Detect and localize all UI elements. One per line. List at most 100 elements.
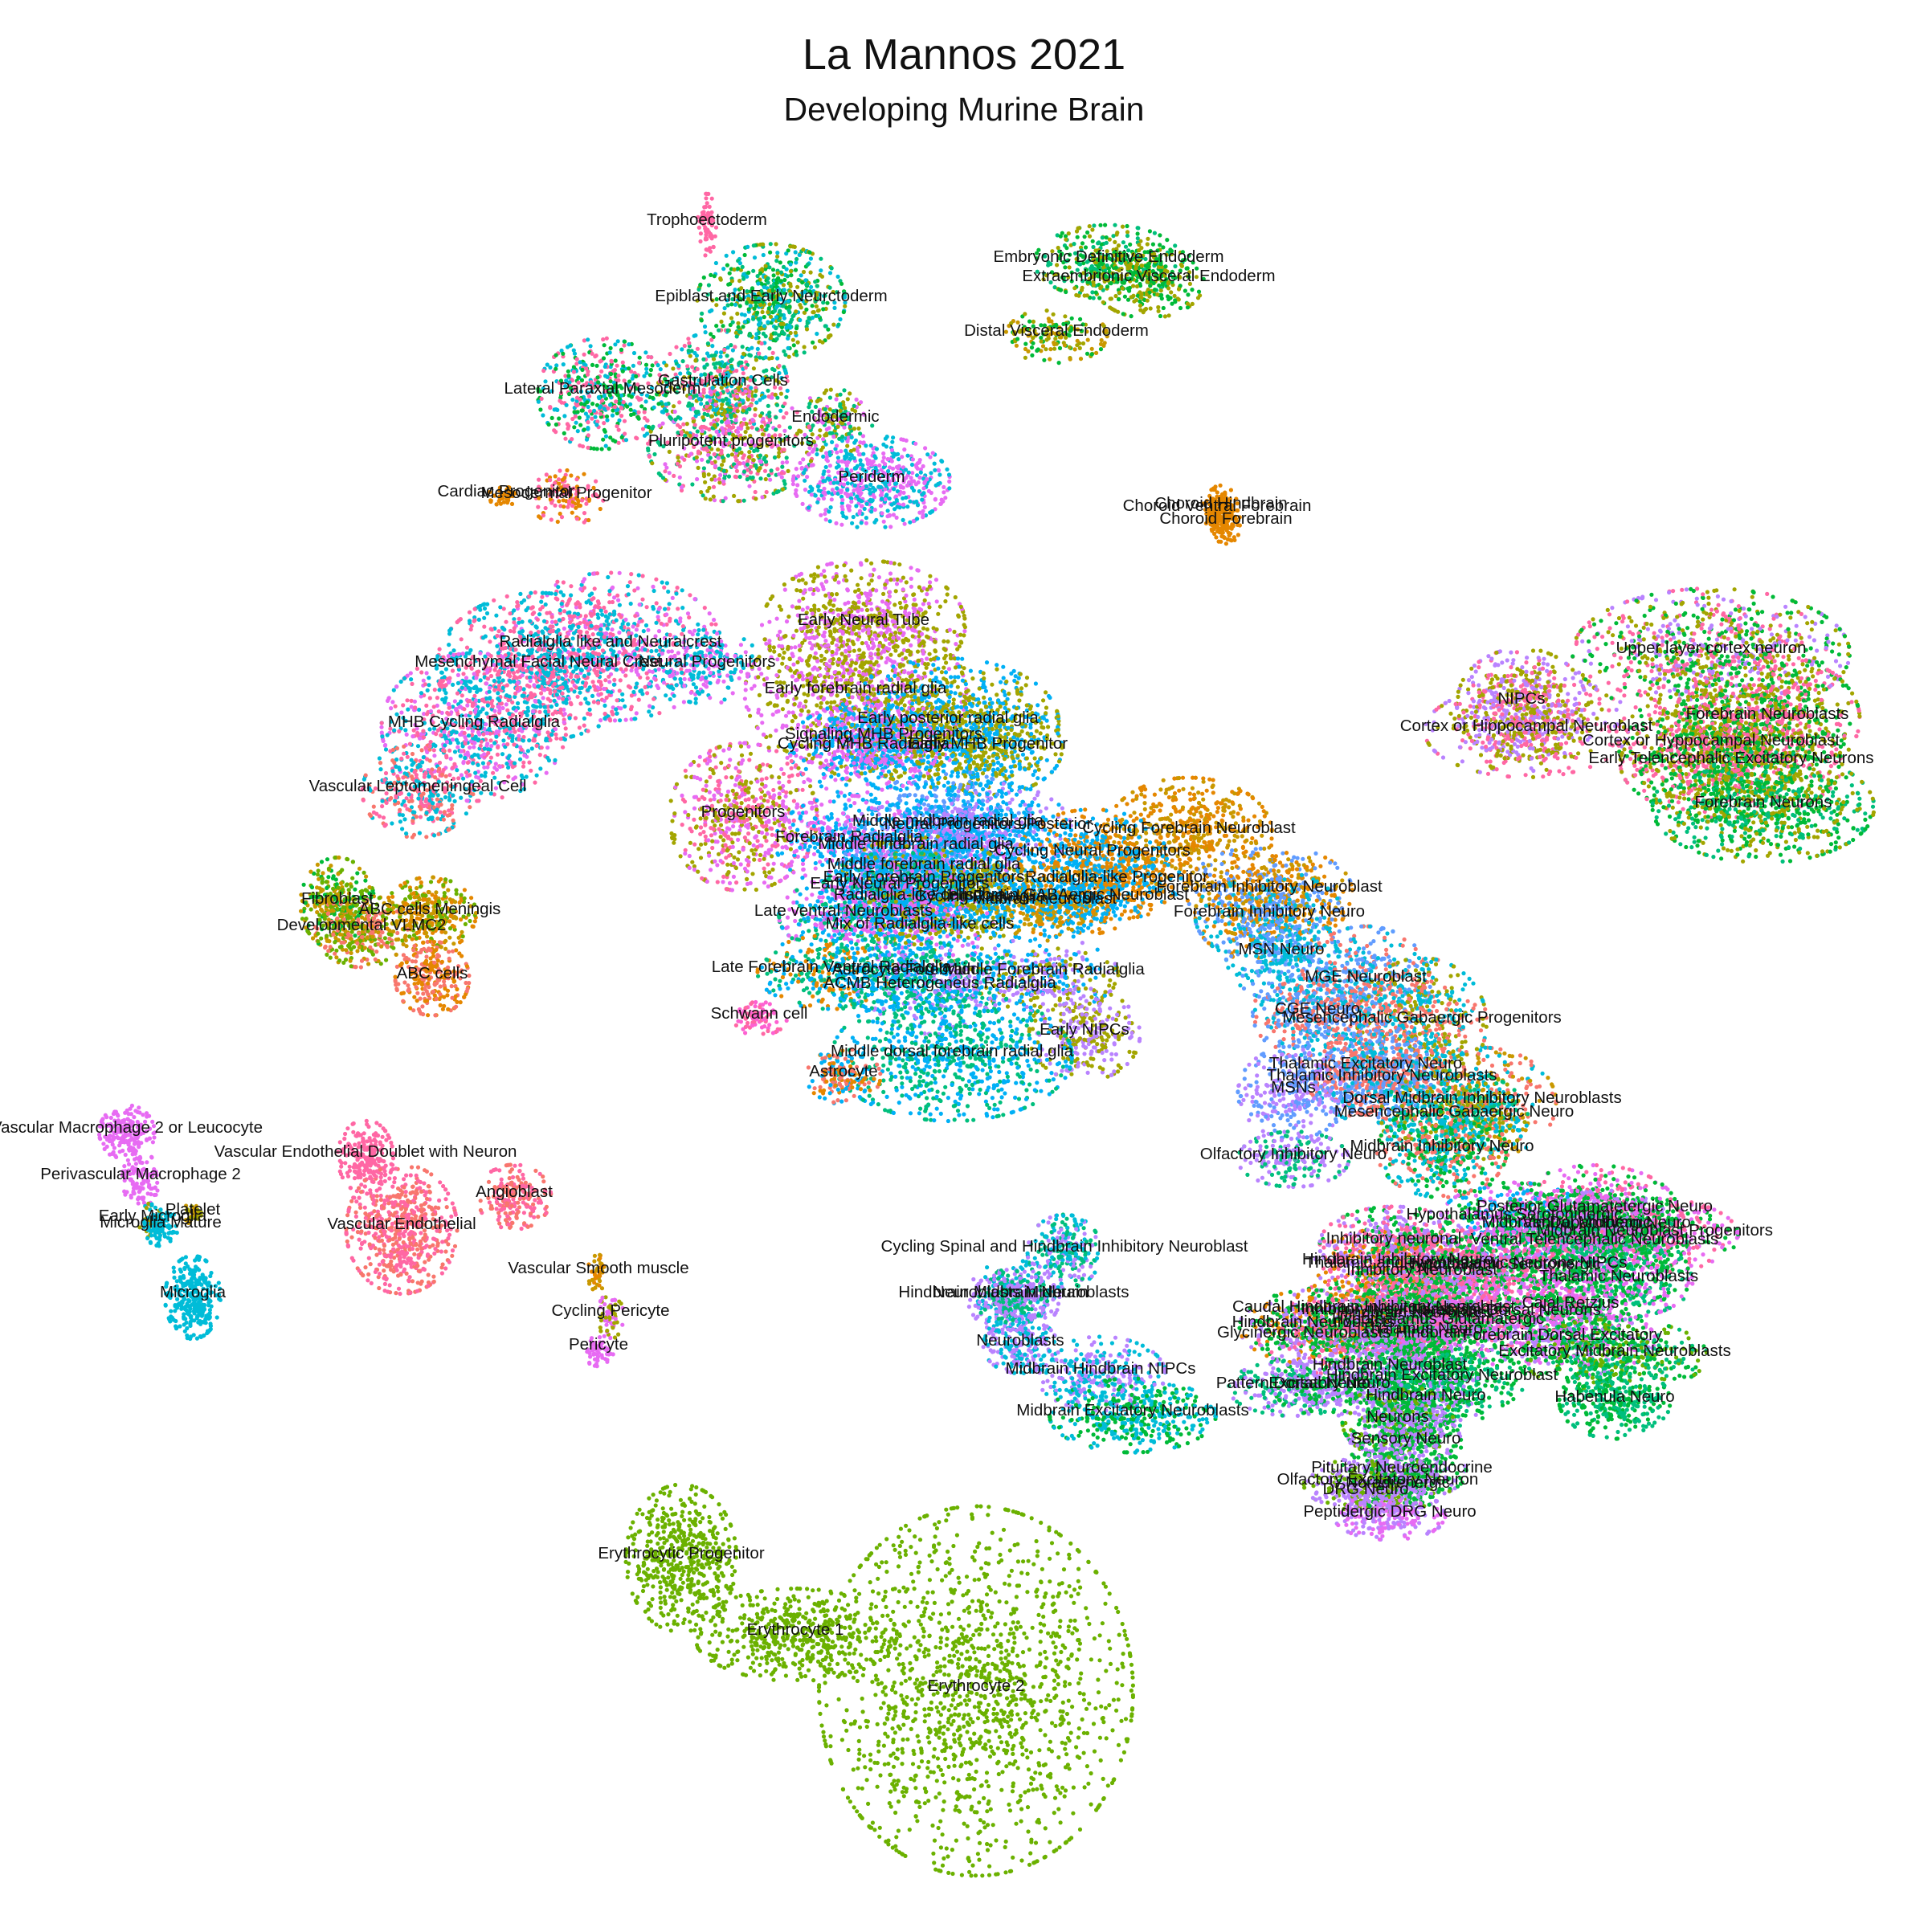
data-point	[699, 231, 703, 235]
data-point	[1080, 286, 1084, 290]
data-point	[1080, 241, 1084, 245]
data-point	[695, 455, 699, 460]
data-point	[673, 418, 677, 422]
data-point	[729, 359, 733, 363]
data-point	[582, 353, 586, 357]
data-point	[590, 417, 594, 421]
data-point	[1186, 292, 1190, 296]
data-point	[705, 351, 709, 355]
data-point	[752, 243, 756, 247]
data-point	[649, 355, 653, 359]
data-point	[1059, 235, 1063, 239]
data-point	[741, 325, 745, 329]
data-point	[600, 447, 604, 451]
data-point	[721, 499, 725, 503]
data-point	[1136, 231, 1140, 235]
data-point	[770, 395, 774, 399]
data-point	[734, 458, 738, 462]
data-point	[810, 487, 814, 491]
data-point	[614, 399, 618, 403]
data-point	[610, 359, 614, 363]
data-point	[1059, 288, 1063, 292]
data-point	[840, 511, 844, 515]
data-point	[1045, 308, 1049, 312]
data-point	[609, 372, 613, 376]
data-point	[741, 352, 745, 356]
data-point	[616, 374, 620, 378]
data-point	[1158, 243, 1162, 247]
data-point	[717, 455, 721, 460]
data-point	[713, 464, 717, 468]
data-point	[706, 460, 710, 464]
data-point	[937, 472, 942, 476]
data-point	[780, 465, 784, 469]
data-point	[827, 426, 831, 430]
data-point	[794, 309, 798, 313]
data-point	[695, 353, 699, 357]
data-point	[752, 458, 756, 462]
data-point	[780, 471, 784, 475]
data-point	[836, 455, 840, 460]
data-point	[881, 451, 885, 455]
data-point	[768, 478, 772, 482]
data-point	[777, 364, 781, 368]
data-point	[786, 274, 790, 278]
data-point	[717, 411, 721, 415]
data-point	[1072, 242, 1076, 246]
data-point	[644, 367, 648, 371]
data-point	[664, 402, 668, 406]
data-point	[774, 305, 778, 309]
data-point	[942, 490, 946, 494]
data-point	[838, 317, 842, 321]
data-point	[745, 245, 750, 249]
data-point	[764, 460, 768, 464]
data-point	[1125, 230, 1129, 234]
data-point	[777, 489, 781, 493]
data-point	[652, 452, 656, 456]
data-point	[1125, 224, 1129, 228]
data-point	[1129, 295, 1134, 299]
data-point	[824, 451, 828, 455]
data-point	[888, 525, 893, 529]
data-point	[1052, 347, 1056, 351]
data-point	[1068, 357, 1072, 361]
data-point	[651, 425, 655, 429]
data-point	[714, 324, 718, 328]
data-point	[586, 405, 590, 409]
data-point	[713, 402, 717, 406]
data-point	[781, 330, 785, 334]
data-point	[766, 280, 770, 284]
data-point	[737, 403, 741, 407]
data-point	[784, 395, 788, 399]
data-point	[598, 406, 602, 410]
data-point	[827, 469, 831, 473]
data-point	[761, 243, 765, 247]
data-point	[776, 276, 780, 280]
data-point	[756, 281, 760, 285]
data-point	[754, 407, 758, 411]
data-point	[678, 425, 682, 429]
data-point	[746, 271, 750, 275]
data-point	[720, 463, 724, 467]
data-point	[811, 450, 815, 454]
data-point	[1098, 223, 1102, 227]
data-point	[702, 472, 706, 476]
data-point	[547, 423, 551, 427]
data-point	[710, 344, 714, 348]
data-point	[636, 415, 640, 419]
data-point	[554, 353, 558, 357]
data-point	[786, 469, 790, 473]
data-point	[720, 406, 724, 410]
data-point	[590, 363, 594, 367]
data-point	[635, 436, 639, 440]
data-point	[642, 374, 646, 378]
data-point	[782, 278, 786, 282]
data-point	[839, 282, 844, 286]
data-point	[720, 402, 724, 406]
data-point	[778, 260, 782, 264]
data-point	[1134, 298, 1138, 302]
data-point	[1085, 231, 1089, 235]
data-point	[659, 473, 663, 477]
data-point	[860, 521, 864, 525]
data-point	[821, 491, 825, 495]
